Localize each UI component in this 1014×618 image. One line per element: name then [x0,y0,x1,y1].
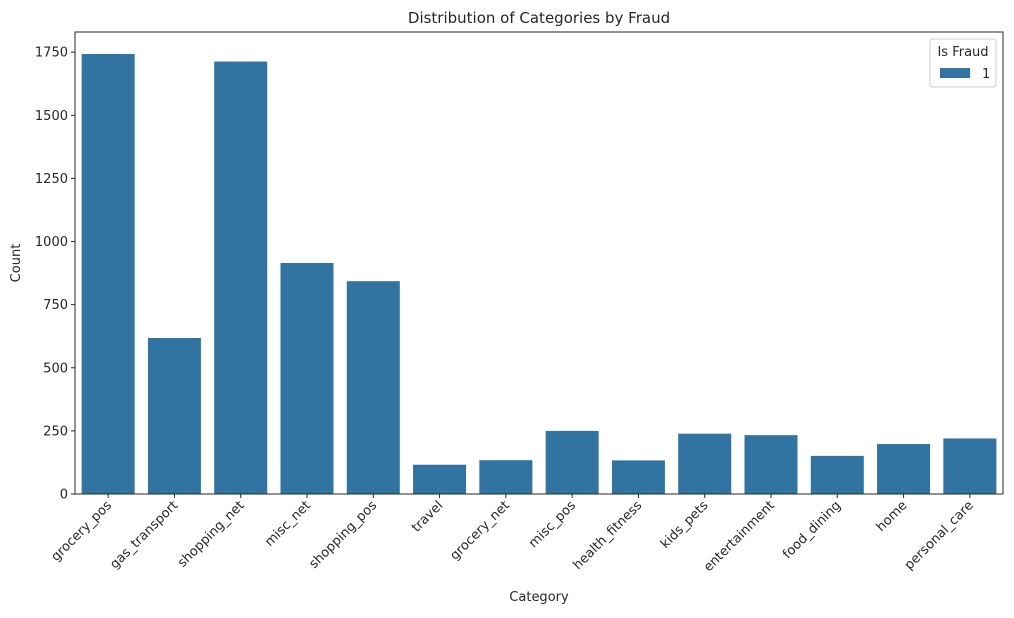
bar-shopping-pos [346,281,400,494]
x-tick-label: shopping_pos [307,498,381,572]
x-tick-label: home [874,498,911,535]
x-tick-label: health_fitness [570,498,645,573]
chart-title: Distribution of Categories by Fraud [408,9,670,27]
x-tick-label: food_dining [780,498,844,562]
x-axis-label: Category [509,590,569,605]
bar-kids-pets [678,433,732,494]
y-tick-label: 750 [43,298,68,313]
legend-title: Is Fraud [937,45,988,60]
bar-entertainment [744,435,798,494]
x-tick-label: kids_pets [658,498,712,552]
x-tick-label: shopping_net [175,498,247,570]
legend-swatch [940,68,970,78]
bar-grocery-net [479,460,533,494]
bar-home [877,444,931,494]
legend: Is Fraud 1 [929,38,997,88]
bar-health-fitness [611,460,665,494]
y-tick-label: 0 [60,488,68,503]
legend-entry-label: 1 [982,67,990,82]
bar-shopping-net [214,61,268,494]
bar-travel [413,464,467,494]
y-tick-label: 1750 [35,46,68,61]
x-tick-label: personal_care [902,498,977,573]
bar-misc-net [280,263,334,494]
y-axis: 0 250 500 750 1000 1250 1500 1750 [35,46,75,503]
bar-misc-pos [545,430,599,494]
x-tick-label: gas_transport [107,498,181,572]
y-tick-label: 1500 [35,109,68,124]
bar-personal-care [943,438,997,494]
y-tick-label: 250 [43,424,68,439]
x-tick-label: misc_net [262,498,314,550]
y-tick-label: 1250 [35,172,68,187]
x-tick-label: misc_pos [526,498,579,551]
y-axis-label: Count [9,244,24,283]
x-tick-label: travel [409,498,446,535]
y-tick-label: 1000 [35,235,68,250]
bar-grocery-pos [81,53,135,495]
x-tick-label: entertainment [701,498,778,575]
bar-gas-transport [147,337,201,494]
bar-food-dining [810,455,864,494]
y-tick-label: 500 [43,361,68,376]
x-tick-label: grocery_pos [49,498,116,565]
plot-frame [74,31,1004,495]
bars-group [81,53,997,495]
x-tick-label: grocery_net [447,498,512,563]
